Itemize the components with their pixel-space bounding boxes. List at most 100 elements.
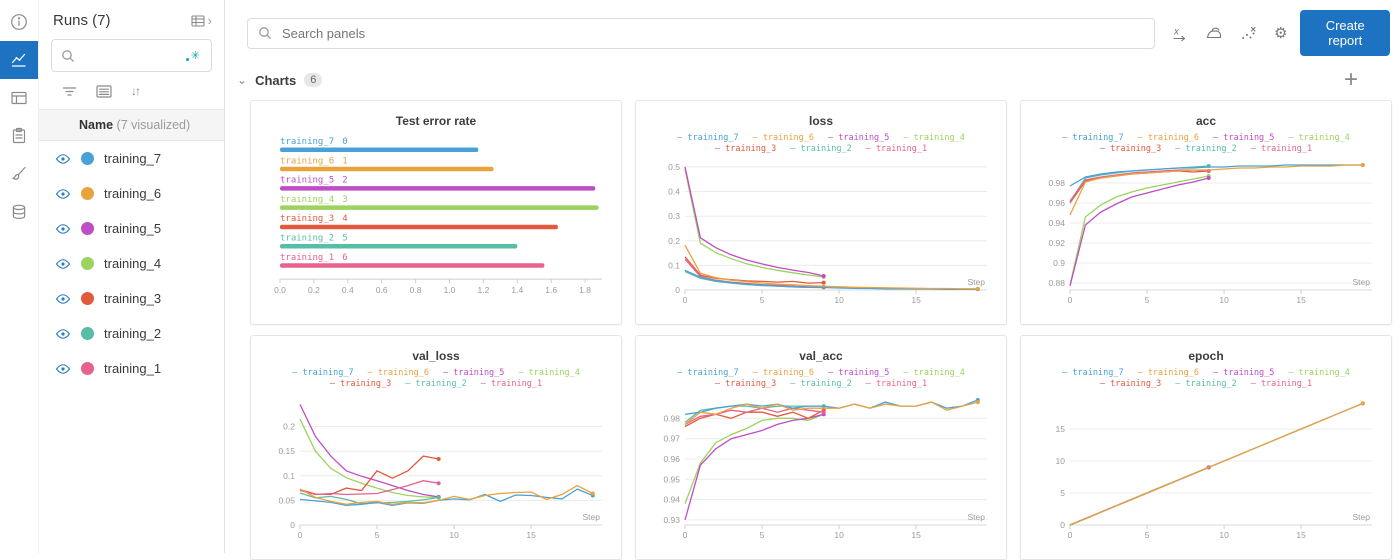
add-panel-button[interactable]: +: [1343, 66, 1358, 93]
legend-item-training_5[interactable]: — training_5: [828, 368, 890, 378]
legend-item-training_3[interactable]: — training_3: [714, 144, 777, 154]
logs-tab[interactable]: [0, 117, 38, 155]
svg-text:0: 0: [1060, 520, 1065, 530]
legend-item-training_7[interactable]: — training_7: [677, 133, 739, 143]
legend-item-training_5[interactable]: — training_5: [443, 368, 505, 378]
legend-item-training_4[interactable]: — training_4: [903, 368, 965, 378]
chart-panel-loss[interactable]: loss — training_7— training_6— training_…: [635, 100, 1007, 325]
legend-item-training_1[interactable]: — training_1: [865, 379, 928, 389]
visibility-eye-icon[interactable]: [55, 293, 71, 305]
legend-item-training_6[interactable]: — training_6: [1137, 368, 1199, 378]
svg-text:Step: Step: [583, 512, 601, 522]
legend-item-training_7[interactable]: — training_7: [1062, 368, 1124, 378]
legend-item-training_4[interactable]: — training_4: [1288, 133, 1350, 143]
outliers-icon[interactable]: [1240, 25, 1257, 42]
run-row[interactable]: training_3: [39, 281, 224, 316]
svg-text:training_16: training_1 6: [280, 253, 348, 263]
visibility-eye-icon[interactable]: [55, 153, 71, 165]
legend-item-training_5[interactable]: — training_5: [1213, 368, 1275, 378]
legend-item-training_3[interactable]: — training_3: [1099, 379, 1162, 389]
run-row[interactable]: training_4: [39, 246, 224, 281]
panel-topbar: x ⚙ Create report: [225, 0, 1400, 56]
chart-panel-val-acc[interactable]: val_acc — training_7— training_6— traini…: [635, 335, 1007, 560]
legend-item-training_5[interactable]: — training_5: [828, 133, 890, 143]
legend-item-training_4[interactable]: — training_4: [1288, 368, 1350, 378]
runs-search-input[interactable]: [81, 47, 185, 64]
legend-item-training_2[interactable]: — training_2: [405, 379, 467, 389]
run-row[interactable]: training_2: [39, 316, 224, 351]
run-row[interactable]: training_1: [39, 351, 224, 386]
runs-sidebar: Runs (7) › ✳ ↓↑ Name (7 visualized) trai…: [38, 0, 225, 553]
visibility-eye-icon[interactable]: [55, 328, 71, 340]
artifacts-tab[interactable]: [0, 193, 38, 231]
visibility-eye-icon[interactable]: [55, 223, 71, 235]
expand-runs-table-button[interactable]: ›: [191, 13, 212, 28]
legend-item-training_6[interactable]: — training_6: [752, 368, 814, 378]
runs-list-header[interactable]: Name (7 visualized): [39, 109, 224, 141]
legend-item-training_7[interactable]: — training_7: [677, 368, 739, 378]
run-row[interactable]: training_7: [39, 141, 224, 176]
legend-item-training_1[interactable]: — training_1: [1250, 144, 1313, 154]
legend-item-training_1[interactable]: — training_1: [480, 379, 543, 389]
svg-text:5: 5: [1145, 530, 1150, 540]
legend-item-training_6[interactable]: — training_6: [1137, 133, 1199, 143]
create-report-button[interactable]: Create report: [1300, 10, 1390, 56]
svg-text:10: 10: [834, 530, 844, 540]
legend-item-training_3[interactable]: — training_3: [714, 379, 777, 389]
legend-item-training_5[interactable]: — training_5: [1213, 133, 1275, 143]
chart-title: val_loss: [412, 349, 460, 363]
svg-text:0.2: 0.2: [668, 236, 680, 246]
panel-search-box[interactable]: [247, 17, 1155, 49]
clipboard-icon: [12, 127, 26, 144]
run-list: training_7 training_6 training_5 trainin…: [39, 141, 224, 386]
legend-item-training_1[interactable]: — training_1: [865, 144, 928, 154]
legend-item-training_6[interactable]: — training_6: [367, 368, 429, 378]
charts-workspace-tab[interactable]: [0, 41, 38, 79]
sweeps-tab[interactable]: [0, 155, 38, 193]
main-content: x ⚙ Create report ⌄ Charts 6 + Test erro…: [225, 0, 1400, 560]
svg-text:training_52: training_5 2: [280, 176, 348, 186]
svg-text:5: 5: [1145, 295, 1150, 305]
runs-search-box[interactable]: ✳: [51, 39, 212, 72]
visibility-eye-icon[interactable]: [55, 258, 71, 270]
chart-legend: — training_7— training_6— training_5— tr…: [656, 133, 986, 154]
run-name: training_6: [104, 186, 162, 201]
left-nav-rail: [0, 0, 38, 553]
run-name: training_1: [104, 361, 162, 376]
visibility-eye-icon[interactable]: [55, 188, 71, 200]
chart-panel-epoch[interactable]: epoch — training_7— training_6— training…: [1020, 335, 1392, 560]
x-axis-settings-icon[interactable]: x: [1171, 25, 1188, 42]
filter-icon[interactable]: [62, 85, 77, 98]
chart-panel-test-error-rate[interactable]: Test error rate training_7 0 training_6 1 tr…: [250, 100, 622, 325]
settings-gear-icon[interactable]: ⚙: [1274, 24, 1288, 42]
legend-item-training_7[interactable]: — training_7: [1062, 133, 1124, 143]
panel-search-input[interactable]: [280, 24, 1144, 42]
chevron-down-icon[interactable]: ⌄: [237, 73, 248, 87]
overview-info-icon[interactable]: [0, 3, 38, 41]
svg-text:10: 10: [1056, 456, 1066, 466]
run-row[interactable]: training_6: [39, 176, 224, 211]
sort-icon[interactable]: ↓↑: [131, 84, 141, 98]
legend-item-training_2[interactable]: — training_2: [790, 379, 852, 389]
legend-item-training_2[interactable]: — training_2: [1175, 144, 1237, 154]
legend-item-training_4[interactable]: — training_4: [903, 133, 965, 143]
legend-item-training_6[interactable]: — training_6: [752, 133, 814, 143]
legend-item-training_1[interactable]: — training_1: [1250, 379, 1313, 389]
legend-item-training_7[interactable]: — training_7: [292, 368, 354, 378]
chart-panel-val-loss[interactable]: val_loss — training_7— training_6— train…: [250, 335, 622, 560]
legend-item-training_3[interactable]: — training_3: [1099, 144, 1162, 154]
group-icon[interactable]: [96, 84, 112, 98]
run-row[interactable]: training_5: [39, 211, 224, 246]
smoothing-iron-icon[interactable]: [1205, 25, 1223, 41]
visibility-eye-icon[interactable]: [55, 363, 71, 375]
section-title[interactable]: Charts: [255, 72, 297, 88]
run-color-dot: [81, 292, 94, 305]
legend-item-training_2[interactable]: — training_2: [1175, 379, 1237, 389]
chart-panel-acc[interactable]: acc — training_7 — training_6 — training_5…: [1020, 100, 1392, 325]
legend-item-training_2[interactable]: — training_2: [790, 144, 852, 154]
svg-text:1.2: 1.2: [477, 285, 489, 295]
runs-table-tab[interactable]: [0, 79, 38, 117]
legend-item-training_4[interactable]: — training_4: [518, 368, 580, 378]
regex-toggle-icon[interactable]: ✳: [185, 49, 202, 62]
legend-item-training_3[interactable]: — training_3: [329, 379, 392, 389]
